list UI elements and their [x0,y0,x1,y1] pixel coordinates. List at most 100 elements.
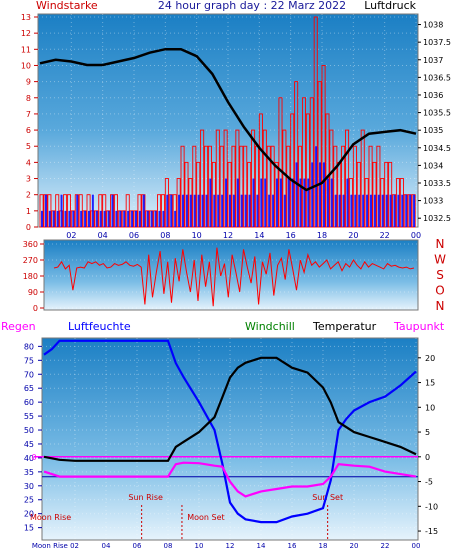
temp-humidity-panel: Sun Rise Sun Set Moon Rise Moon Set 15 20 25 3… [1,320,445,550]
wind-tick-label: 6 [26,126,31,135]
avgwind-bar [201,194,204,227]
avgwind-bar [366,194,369,227]
temperature-tick-label: -10 [425,502,438,511]
moonset-label: Moon Set [187,513,224,522]
avgwind-bar [268,194,271,227]
avgwind-bar [115,210,118,227]
avgwind-bar [205,194,208,227]
wind-tick-label: 7 [26,110,31,119]
avgwind-bar [385,194,388,227]
x-tick-label: 14 [257,542,266,550]
x-tick-label: 10 [195,542,204,550]
avgwind-bar [338,194,341,227]
humidity-tick-label: 55 [24,412,34,421]
avgwind-bar [44,194,47,227]
avgwind-bar [389,194,392,227]
wind-tick-label: 11 [21,45,31,54]
avgwind-bar [127,210,130,227]
compass-label: O [435,284,444,298]
temperature-tick-label: 0 [425,453,430,462]
avgwind-bar [240,194,243,227]
avgwind-bar [346,178,349,227]
pressure-tick-label: 1037.5 [423,38,451,47]
x-tick-label: 12 [226,542,235,550]
x-tick-label: 02 [66,231,76,240]
x-tick-label: 22 [380,231,390,240]
luftdruck-label: Luftdruck [364,0,416,12]
x-tick-label: 22 [381,542,390,550]
windstarke-label: Windstarke [36,0,98,12]
x-tick-label: 20 [350,542,359,550]
x-tick-label: 04 [102,542,111,550]
avgwind-bar [350,194,353,227]
avgwind-bar [123,210,126,227]
x-tick-label: 16 [286,231,296,240]
wind-tick-label: 12 [21,29,31,38]
avgwind-bar [111,194,114,227]
direction-tick-label: 270 [23,256,38,265]
avgwind-bar [60,194,63,227]
avgwind-bar [244,194,247,227]
pressure-line [39,47,417,192]
avgwind-bar [401,194,404,227]
avgwind-bar [358,194,361,227]
avgwind-bar [381,194,384,227]
pressure-tick-label: 1032.5 [423,214,451,223]
avgwind-bar [158,210,161,227]
avgwind-bar [369,194,372,227]
avgwind-bar [64,210,67,227]
temperature-line [43,356,417,462]
avgwind-bar [185,194,188,227]
humidity-tick-label: 25 [24,496,34,505]
avgwind-bar [413,194,416,227]
avgwind-bar [95,210,98,227]
avgwind-bar [225,178,228,227]
legend-item: Windchill [245,320,295,333]
legend: Regen Luftfeuchte Windchill Temperatur Taupu… [1,320,445,333]
avgwind-bar [236,178,239,227]
pressure-tick-label: 1037 [423,56,443,65]
gust-series [39,16,416,228]
temperature-tick-label: 20 [425,354,435,363]
avgwind-bar [84,210,87,227]
x-tick-label: 10 [192,231,202,240]
avgwind-bar [162,210,165,227]
pressure-tick-label: 1033 [423,197,443,206]
x-tick-label: 16 [288,542,297,550]
avgwind-bar [272,194,275,227]
avgwind-bar [311,162,314,227]
temp-humidity-plot-area [41,337,419,541]
wind-x-axis-labels: 02 04 06 08 10 12 14 16 18 20 22 00 [66,231,421,240]
x-tick-label: 00 [411,231,421,240]
pressure-tick-label: 1033.5 [423,179,451,188]
avgwind-bar [354,194,357,227]
avgwind-bar [373,194,376,227]
avgwind-bar [334,194,337,227]
avgwind-bar [299,178,302,227]
temperature-axis-labels: -15 -10 -5 0 5 10 15 20 [425,354,438,536]
temp-x-axis-labels: Moon Rise 02 04 06 08 10 12 14 16 18 20 22 00 [32,542,421,550]
avgwind-bar [146,210,149,227]
compass-label: N [436,237,445,251]
compass-label: W [434,253,446,267]
wind-tick-label: 0 [26,223,31,232]
avgwind-bar [119,210,122,227]
humidity-tick-label: 35 [24,468,34,477]
avgwind-bar [264,178,267,227]
chart-title: 24 hour graph day : 22 Marz 2022 [158,0,346,12]
temperature-tick-label: 15 [425,379,435,388]
avgwind-bar [131,210,134,227]
legend-item: Luftfeuchte [68,320,131,333]
temperature-tick-label: 5 [425,428,430,437]
avgwind-bar [178,194,181,227]
avgwind-bar [287,178,290,227]
pressure-tick-label: 1034 [423,161,443,170]
avgwind-bar [275,178,278,227]
humidity-tick-label: 60 [24,398,34,407]
avgwind-bar [72,210,75,227]
x-tick-label: 06 [133,542,142,550]
x-tick-label: 18 [317,231,327,240]
